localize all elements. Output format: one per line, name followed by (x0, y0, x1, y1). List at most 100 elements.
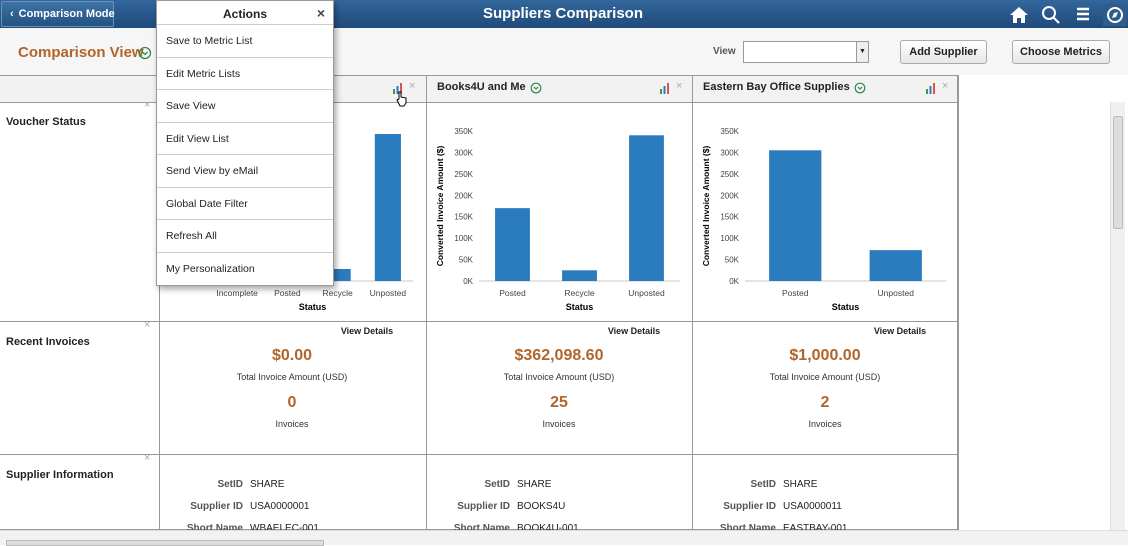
y-axis-title: Converted Invoice Amount ($) (435, 146, 445, 267)
x-axis-title: Status (832, 302, 860, 312)
chart-icon[interactable] (659, 82, 671, 94)
view-title: Comparison View (18, 44, 144, 61)
menu-item[interactable]: Refresh All (157, 220, 333, 253)
supplier-menu-icon[interactable] (854, 82, 866, 94)
y-tick-label: 250K (454, 170, 473, 179)
view-title-icon[interactable] (138, 46, 152, 60)
x-tick-label: Recycle (564, 288, 595, 298)
bar (374, 134, 401, 281)
row-cell (0, 322, 958, 455)
x-tick-label: Unposted (878, 288, 915, 298)
navbar-icon[interactable] (1103, 4, 1127, 26)
y-tick-label: 0K (463, 277, 473, 286)
view-details-link[interactable]: View Details (873, 326, 927, 336)
view-label: View (713, 46, 736, 57)
y-tick-label: 200K (454, 191, 473, 200)
field-value: SHARE (517, 479, 552, 490)
close-icon[interactable]: × (942, 80, 949, 92)
amount-label: Total Invoice Amount (USD) (769, 372, 881, 382)
view-select[interactable]: ▼ (743, 41, 869, 63)
chart: 0K 50K 100K 150K 200K 250K 300K 350K Converted I… (701, 127, 946, 312)
field-label: Short Name (719, 523, 776, 530)
row-close[interactable]: × (144, 99, 151, 111)
home-icon[interactable] (1010, 7, 1028, 23)
supplier-name: Books4U and Me (437, 81, 542, 94)
search-icon[interactable] (1042, 6, 1060, 24)
mouse-cursor (396, 91, 407, 107)
bar (495, 208, 530, 281)
chart-icon[interactable] (392, 82, 404, 94)
menu-item[interactable]: Save View (157, 90, 333, 123)
menu-item[interactable]: My Personalization (166, 262, 255, 275)
menu-title: Actions (157, 1, 333, 25)
invoice-count: 25 (550, 394, 568, 411)
menu-icon[interactable] (1077, 7, 1089, 21)
field-value: SHARE (783, 479, 818, 490)
menu-item[interactable]: Edit Metric Lists (157, 58, 333, 90)
field-value: USA0000011 (783, 501, 842, 512)
field-value: SHARE (250, 479, 285, 490)
column-divider (426, 75, 427, 530)
chart-icon[interactable] (925, 82, 937, 94)
y-tick-label: 0K (729, 277, 739, 286)
menu-item[interactable]: Global Date Filter (157, 188, 333, 220)
y-tick-label: 300K (454, 148, 473, 157)
field-value: USA0000001 (250, 501, 310, 512)
y-tick-label: 100K (454, 234, 473, 243)
close-icon[interactable]: × (676, 80, 683, 92)
y-tick-label: 50K (459, 256, 474, 265)
count-label: Invoices (275, 419, 309, 429)
x-axis-title: Status (299, 302, 327, 312)
y-tick-label: 150K (454, 213, 473, 222)
column-divider (958, 75, 959, 530)
back-button[interactable]: ‹ Comparison Mode (1, 1, 115, 27)
toolbar-button[interactable]: Add Supplier (900, 40, 987, 64)
view-details-link[interactable]: View Details (607, 326, 661, 336)
info-cell: SetID SHARE Supplier ID USA0000011 Short Nam… (692, 456, 958, 530)
column-divider (159, 75, 160, 530)
menu-close[interactable]: × (316, 5, 325, 21)
menu-item[interactable]: Save to Metric List (157, 25, 333, 58)
field-label: Supplier ID (723, 501, 776, 512)
supplier-menu-icon[interactable] (530, 82, 542, 94)
x-tick-label: Unposted (628, 288, 665, 298)
info-cell: SetID SHARE Supplier ID USA0000001 Short Nam… (159, 456, 425, 530)
invoice-amount: $362,098.60 (514, 347, 604, 364)
toolbar-button[interactable]: Choose Metrics (1012, 40, 1110, 64)
supplier-name: Eastern Bay Office Supplies (703, 81, 866, 94)
close-icon[interactable]: × (409, 80, 416, 92)
row-cell (0, 102, 958, 322)
chart: 0K 50K 100K 150K 200K 250K 300K 350K Converted I… (435, 127, 680, 312)
field-value: BOOKS4U (517, 501, 566, 512)
bar (769, 150, 822, 281)
field-label: SetID (750, 479, 776, 490)
menu-item[interactable]: Send View by eMail (157, 155, 333, 188)
amount-label: Total Invoice Amount (USD) (503, 372, 615, 382)
column-divider (692, 75, 693, 530)
bar (629, 135, 664, 281)
vertical-scrollbar[interactable] (1110, 102, 1125, 530)
y-tick-label: 250K (720, 170, 739, 179)
invoice-amount: $0.00 (271, 347, 313, 364)
row-close[interactable]: × (144, 452, 151, 464)
menu-item[interactable]: Edit View List (157, 123, 333, 155)
actions-menu: Actions × Save to Metric List Edit Metric… (156, 0, 334, 286)
page-title: Suppliers Comparison (482, 5, 644, 22)
x-tick-label: Posted (782, 288, 809, 298)
row-close[interactable]: × (144, 319, 151, 331)
row-label: Voucher Status (6, 116, 86, 128)
y-axis-title: Converted Invoice Amount ($) (701, 146, 711, 267)
x-tick-label: Posted (274, 288, 301, 298)
back-label: Comparison Mode (18, 8, 115, 20)
field-label: SetID (484, 479, 510, 490)
invoice-count: 2 (820, 394, 830, 411)
count-label: Invoices (542, 419, 576, 429)
row-cell (0, 455, 958, 530)
bar (562, 270, 597, 281)
horizontal-scrollbar[interactable] (0, 530, 1128, 546)
count-label: Invoices (808, 419, 842, 429)
invoice-amount: $1,000.00 (789, 347, 861, 364)
field-value: EASTBAY-001 (783, 523, 848, 530)
view-details-link[interactable]: View Details (340, 326, 394, 336)
